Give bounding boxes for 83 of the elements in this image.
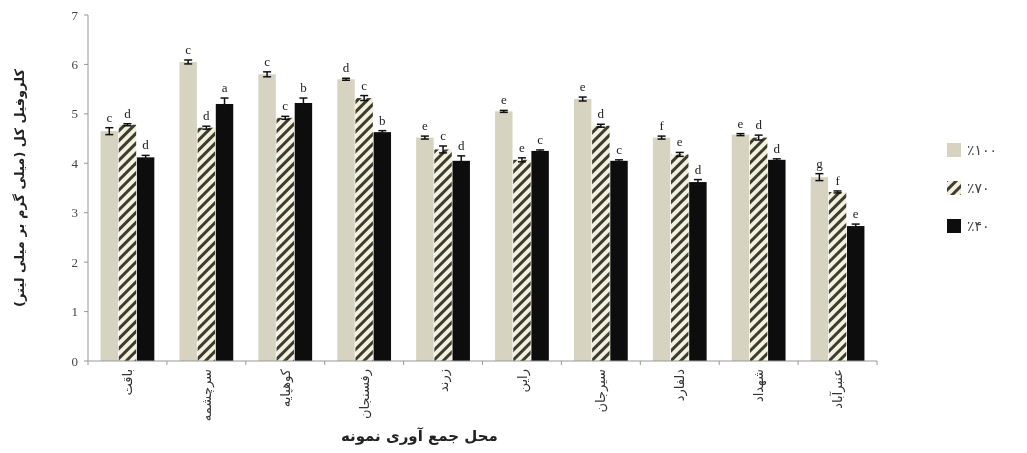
bar (573, 99, 592, 361)
data-label: c (440, 127, 447, 143)
y-tick-label: 5 (71, 106, 78, 122)
y-tick-label: 2 (71, 254, 78, 270)
data-label: d (142, 137, 150, 153)
data-label: c (106, 109, 113, 125)
data-label: c (185, 41, 192, 57)
bar (749, 137, 768, 361)
bar (652, 137, 671, 361)
x-tick-label: سیرجان (593, 369, 610, 413)
data-label: g (816, 155, 824, 171)
data-label: d (694, 161, 702, 177)
x-tick-label: رفسنجان (356, 369, 373, 419)
x-tick-label: سرچشمه (198, 369, 215, 422)
bar (179, 61, 197, 361)
x-tick-label: راین (514, 369, 531, 393)
data-label: e (737, 115, 744, 131)
data-label: c (282, 98, 289, 114)
bar (531, 150, 549, 361)
data-label: d (203, 108, 211, 124)
bar (294, 102, 313, 361)
bar (828, 191, 847, 361)
y-tick-label: 7 (71, 7, 79, 23)
x-tick-label: دلفارد (672, 368, 689, 402)
y-tick-label: 1 (71, 304, 78, 320)
data-label: e (676, 134, 683, 150)
data-label: e (519, 139, 526, 155)
data-label: d (342, 60, 350, 76)
bar (197, 127, 216, 361)
bar (434, 149, 452, 361)
x-tick-label: باقت (120, 369, 135, 396)
y-tick-label: 0 (71, 353, 78, 369)
data-label: c (361, 77, 368, 93)
data-label: d (124, 105, 132, 121)
bar (337, 79, 355, 361)
bar (592, 125, 610, 361)
x-tick-label: شهداد (751, 369, 768, 403)
data-label: d (773, 140, 781, 156)
bar (513, 159, 531, 361)
bar (689, 182, 707, 361)
bar (810, 177, 829, 361)
y-axis-title: کلروفیل کل (میلی گرم بر میلی لیتر) (12, 68, 28, 308)
data-label: c (264, 53, 271, 69)
data-label: e (500, 92, 507, 108)
bar (610, 160, 628, 361)
y-tick-label: 6 (71, 56, 79, 72)
bar (276, 117, 294, 361)
data-label: f (659, 118, 665, 134)
data-label: b (379, 112, 386, 128)
data-label: a (221, 80, 228, 96)
bar (495, 111, 513, 361)
legend-label: ٪۴۰ (967, 217, 990, 234)
bar (215, 103, 234, 361)
x-axis-title: محل جمع آوری نمونه (340, 427, 498, 445)
bar (731, 134, 750, 361)
data-label: e (852, 206, 859, 222)
x-tick-label: زرند (435, 369, 452, 392)
data-label: e (579, 79, 586, 95)
bar (118, 124, 137, 361)
x-tick-label: عنبرآباد (829, 369, 847, 409)
y-tick-label: 4 (71, 155, 79, 171)
legend-label: ٪۱۰۰ (967, 141, 998, 158)
data-label: c (537, 131, 544, 147)
y-tick-label: 3 (71, 205, 78, 221)
legend-label: ٪۷۰ (967, 179, 990, 196)
data-label: c (616, 141, 623, 157)
bar (671, 154, 689, 361)
bar (452, 160, 470, 361)
bar (373, 132, 392, 361)
data-label: d (755, 117, 763, 133)
data-label: e (421, 118, 428, 134)
x-tick-label: کوهپایه (277, 368, 294, 408)
bar (847, 226, 865, 361)
bar (258, 74, 276, 361)
bar (355, 98, 373, 361)
bar (768, 159, 786, 361)
data-label: b (300, 80, 307, 96)
data-label: d (597, 106, 605, 122)
data-label: f (835, 172, 841, 188)
bar (100, 131, 118, 361)
data-label: d (457, 137, 465, 153)
bar (136, 157, 155, 361)
bar (416, 137, 434, 361)
